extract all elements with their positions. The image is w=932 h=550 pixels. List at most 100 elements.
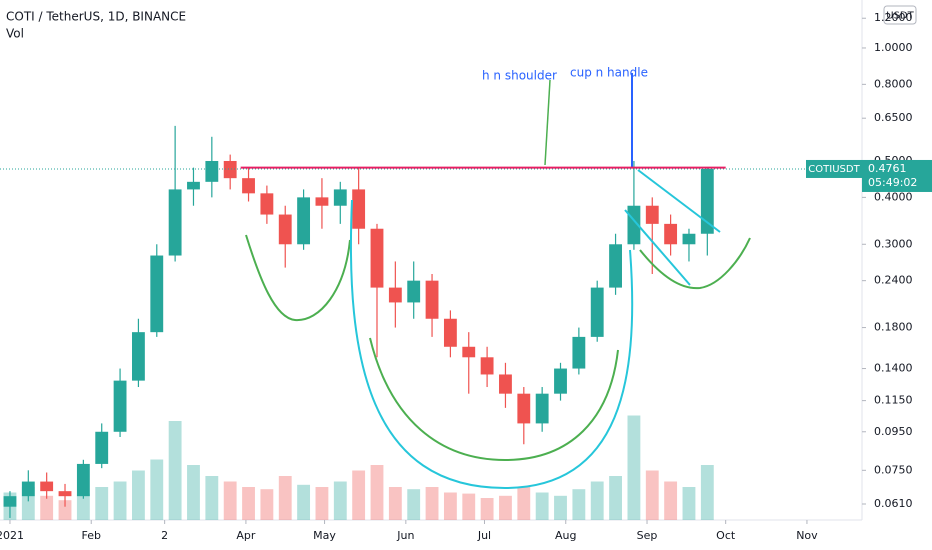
volume-bar [664, 481, 678, 520]
volume-bar [278, 476, 292, 520]
volume-bar [168, 421, 182, 520]
y-tick-label: 1.0000 [874, 41, 913, 54]
chart-title: COTI / TetherUS, 1D, BINANCE [6, 10, 186, 24]
volume-bar [572, 489, 586, 520]
candle-body [132, 332, 145, 381]
volume-bar [150, 459, 164, 520]
volume-bar [517, 487, 531, 520]
candle-body [168, 189, 182, 256]
candle-body [407, 280, 421, 303]
y-tick-label: 0.6500 [874, 111, 913, 124]
volume-bar [113, 481, 127, 520]
y-tick-label: 0.8000 [874, 77, 913, 90]
volume-bar [645, 470, 659, 520]
volume-bar [297, 484, 311, 520]
x-tick-label: Feb [81, 529, 100, 542]
y-tick-label: 0.1400 [874, 362, 913, 375]
currency-badge[interactable] [883, 5, 917, 25]
volume-bar [223, 481, 237, 520]
volume-bar [462, 493, 476, 520]
candle-body [205, 160, 219, 182]
y-tick-label: 0.1150 [874, 394, 913, 407]
volume-bar [499, 495, 512, 520]
candle-body [21, 481, 35, 497]
candle-body [480, 357, 494, 375]
volume-bar [443, 492, 457, 520]
volume-bar [700, 465, 714, 520]
y-tick-label: 1.2000 [874, 11, 913, 24]
candle-body [425, 280, 439, 319]
annotation: cup n handle [570, 66, 648, 80]
volume-bar [333, 481, 347, 520]
marks [3, 125, 714, 520]
candle-body [76, 463, 90, 497]
volume-bar [242, 487, 255, 520]
candle-body [58, 491, 72, 497]
candle-body [499, 374, 512, 394]
last-price-label: 0.4761 [868, 162, 907, 175]
x-tick-label: Nov [796, 529, 818, 542]
candle-body [3, 496, 17, 507]
y-tick-label: 0.4000 [874, 190, 913, 203]
candle-body [664, 223, 678, 245]
y-tick-label: 0.0750 [874, 463, 913, 476]
candle-body [260, 193, 274, 215]
candle-body [297, 197, 311, 245]
callout-line [544, 79, 551, 166]
candle-body [443, 318, 457, 347]
x-tick-label: Apr [236, 529, 256, 542]
candle-body [590, 287, 604, 337]
volume-bar [205, 476, 219, 520]
volume-bar [370, 465, 384, 520]
candle-body [223, 160, 237, 179]
x-tick-label: May [313, 529, 336, 542]
volume-bar [132, 470, 145, 520]
shoulder-curve [245, 234, 351, 322]
volume-bar [682, 487, 696, 520]
volume-bar [590, 481, 604, 520]
volume-bar [76, 493, 90, 520]
outer-cup-curve [349, 199, 634, 490]
symbol-badge [806, 159, 862, 178]
x-tick-label: 2 [161, 529, 168, 542]
volume-bar [554, 495, 567, 520]
channel-top [637, 169, 721, 233]
candle-body [572, 336, 586, 369]
price-badge [862, 159, 932, 192]
candle-body [554, 368, 567, 394]
x-tick-label: 2021 [0, 529, 24, 542]
volume-bar [40, 495, 54, 520]
x-tick-label: Sep [637, 529, 658, 542]
volume-bar [407, 489, 421, 520]
candle-body [462, 346, 476, 358]
candle-body [333, 189, 347, 206]
x-tick-label: Oct [716, 529, 736, 542]
volume-bar [627, 415, 641, 520]
volume-bar [58, 500, 72, 520]
candle-body [700, 168, 714, 234]
y-tick-label: 0.0610 [874, 497, 913, 510]
x-tick-label: Aug [555, 529, 576, 542]
candle-body [113, 380, 127, 432]
volume-bar [480, 498, 494, 520]
volume-bar [609, 476, 622, 520]
volume-bar [95, 487, 109, 520]
channel-bottom [624, 209, 691, 286]
currency-label[interactable]: USDT [886, 11, 914, 22]
y-tick-label: 0.2400 [874, 274, 913, 287]
volume-bar [187, 465, 200, 520]
candle-body [150, 255, 164, 333]
volume-bar [352, 470, 366, 520]
countdown-label: 05:49:02 [868, 176, 917, 189]
volume-bar [388, 487, 402, 520]
x-tick-label: Jul [477, 529, 491, 542]
candle-body [645, 205, 659, 224]
candle-body [187, 181, 200, 190]
cup-curve [369, 337, 619, 462]
candle-body [242, 178, 255, 194]
candle-body [315, 197, 329, 206]
y-tick-label: 0.1800 [874, 321, 913, 334]
candle-body [535, 393, 549, 424]
